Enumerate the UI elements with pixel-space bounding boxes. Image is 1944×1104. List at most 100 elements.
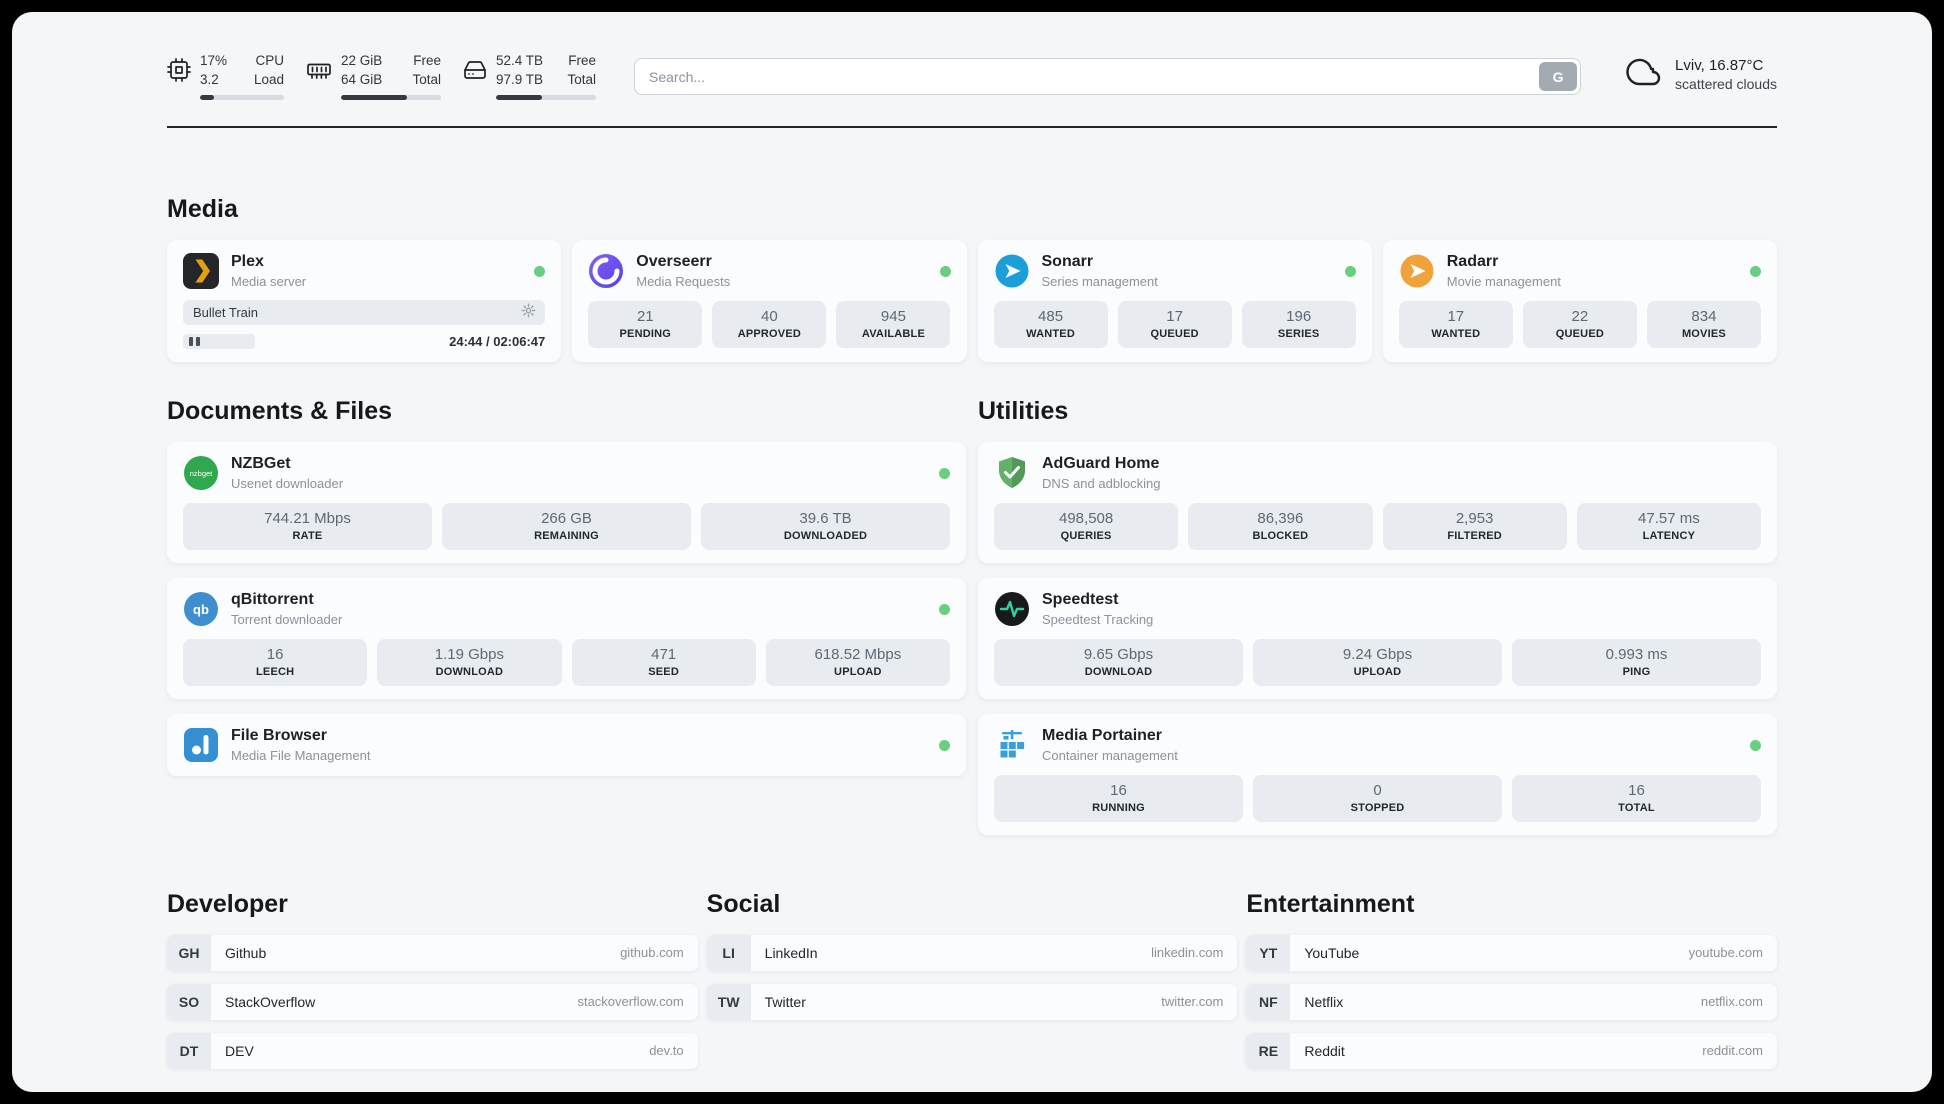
card-header: Sonarr Series management [994, 253, 1356, 289]
bookmark-name: Twitter [764, 993, 806, 1010]
cpu-load-value: 3.2 [200, 71, 219, 87]
radarr-icon [1399, 253, 1435, 289]
bookmark-linkedin[interactable]: LI LinkedIn linkedin.com [706, 934, 1238, 971]
bookmark-abbr: GH [167, 934, 211, 971]
bookmark-stackoverflow[interactable]: SO StackOverflow stackoverflow.com [167, 983, 698, 1020]
stat-box: 39.6 TB DOWNLOADED [701, 502, 950, 550]
cloud-icon [1623, 54, 1665, 95]
app-description: Container management [1042, 747, 1178, 763]
storage-metric: 52.4 TB Free 97.9 TB Total [463, 52, 596, 100]
app-description: Series management [1041, 273, 1158, 289]
app-name: qBittorrent [231, 590, 314, 608]
card-header: Radarr Movie management [1399, 253, 1761, 289]
cpu-metric: 17% CPU 3.2 Load [167, 52, 284, 100]
utilities-column: Utilities AdGuard Home DNS and adblockin… [978, 396, 1777, 835]
status-online-dot [939, 739, 950, 751]
storage-free-value: 52.4 TB [496, 53, 544, 68]
app-card-adguard[interactable]: AdGuard Home DNS and adblocking 498,508 Q… [978, 441, 1777, 563]
app-description: Media Requests [636, 273, 731, 289]
app-card-nzbget[interactable]: nzbget NZBGet Usenet downloader 744.21 M… [167, 441, 966, 563]
app-card-plex[interactable]: Plex Media server Bullet Train 24:44 / 0… [167, 239, 562, 362]
bookmark-twitter[interactable]: TW Twitter twitter.com [706, 983, 1238, 1020]
status-online-dot [534, 265, 546, 277]
weather-location-temp: Lviv, 16.87°C [1675, 57, 1764, 74]
bookmark-url: youtube.com [1688, 945, 1763, 961]
app-name: Radarr [1446, 252, 1499, 270]
adguard-icon [994, 455, 1030, 491]
now-playing-title: Bullet Train [193, 304, 259, 320]
stat-box: 16 TOTAL [1512, 774, 1761, 822]
playback-time: 24:44 / 02:06:47 [449, 333, 546, 349]
stats-row: 9.65 Gbps DOWNLOAD 9.24 Gbps UPLOAD 0.993 … [994, 638, 1761, 686]
status-online-dot [1344, 265, 1356, 277]
stat-box: 834 MOVIES [1646, 300, 1761, 348]
qbittorrent-icon: qb [183, 591, 219, 627]
stat-box: 618.52 Mbps UPLOAD [765, 638, 950, 686]
bookmarks-section: Developer GH Github github.com SO StackO… [167, 889, 1777, 1069]
bookmark-dev[interactable]: DT DEV dev.to [167, 1032, 698, 1069]
bookmark-netflix[interactable]: NF Netflix netflix.com [1246, 983, 1777, 1020]
app-description: Usenet downloader [231, 475, 344, 491]
app-name: Media Portainer [1042, 726, 1163, 744]
svg-text:qb: qb [193, 602, 209, 617]
app-description: Movie management [1446, 273, 1561, 289]
cpu-progress-track [200, 94, 284, 100]
stat-box: 86,396 BLOCKED [1188, 502, 1373, 550]
app-name: Speedtest [1042, 590, 1119, 608]
card-header: Speedtest Speedtest Tracking [994, 591, 1761, 627]
pause-bar-icon [189, 336, 193, 346]
section-title-developer: Developer [167, 889, 288, 918]
bookmark-abbr: DT [167, 1032, 211, 1069]
stat-box: 266 GB REMAINING [442, 502, 691, 550]
player-row: 24:44 / 02:06:47 [183, 333, 546, 349]
section-title-entertainment: Entertainment [1246, 889, 1415, 918]
bookmark-url: netflix.com [1700, 994, 1763, 1010]
status-online-dot [939, 603, 950, 615]
app-card-radarr[interactable]: Radarr Movie management 17 WANTED 22 QUEUE… [1382, 239, 1777, 362]
section-title-documents: Documents & Files [167, 396, 393, 425]
status-online-dot [1750, 739, 1761, 751]
app-card-portainer[interactable]: Media Portainer Container management 16 R… [978, 713, 1777, 835]
bookmark-url: linkedin.com [1151, 945, 1224, 961]
stat-box: 16 LEECH [183, 638, 368, 686]
stats-row: 485 WANTED 17 QUEUED 196 SERIES [993, 300, 1356, 348]
stat-box: 2,953 FILTERED [1382, 502, 1567, 550]
stat-box: 0 STOPPED [1253, 774, 1502, 822]
app-name: NZBGet [231, 454, 291, 472]
bookmark-abbr: NF [1246, 983, 1291, 1020]
speedtest-icon [994, 591, 1030, 627]
topbar: 17% CPU 3.2 Load 22 GiB Free 64 GiB Total [167, 52, 1777, 100]
storage-free-label: Free [568, 53, 596, 68]
pause-button[interactable] [183, 333, 255, 349]
status-online-dot [939, 265, 951, 277]
app-card-qbittorrent[interactable]: qb qBittorrent Torrent downloader 16 LEEC… [167, 577, 966, 699]
storage-progress-fill [496, 94, 542, 100]
search-input[interactable] [634, 58, 1582, 95]
memory-progress-track [341, 94, 441, 100]
cpu-chip-icon [167, 58, 191, 87]
app-name: Plex [231, 252, 264, 270]
cpu-progress-fill [200, 94, 215, 100]
app-card-sonarr[interactable]: Sonarr Series management 485 WANTED 17 QUE… [977, 239, 1372, 362]
bookmark-youtube[interactable]: YT YouTube youtube.com [1246, 934, 1777, 971]
card-header: Plex Media server [183, 252, 545, 289]
weather-condition: scattered clouds [1675, 76, 1777, 92]
nzbget-icon: nzbget [183, 455, 219, 491]
bookmark-reddit[interactable]: RE Reddit reddit.com [1246, 1032, 1777, 1069]
gear-icon[interactable] [521, 303, 536, 321]
search-provider-button[interactable]: G [1539, 62, 1578, 91]
app-name: Overseerr [636, 252, 712, 270]
stats-row: 744.21 Mbps RATE 266 GB REMAINING 39.6 TB D… [183, 502, 950, 550]
bookmark-github[interactable]: GH Github github.com [167, 934, 698, 971]
stats-row: 21 PENDING 40 APPROVED 945 AVAILABLE [588, 300, 951, 348]
cpu-usage-value: 17% [200, 53, 228, 68]
memory-free-value: 22 GiB [341, 53, 383, 68]
bookmark-group-entertainment: Entertainment YT YouTube youtube.com NF … [1246, 889, 1777, 1069]
stat-box: 9.65 Gbps DOWNLOAD [994, 638, 1243, 686]
app-card-overseerr[interactable]: Overseerr Media Requests 21 PENDING 40 APP… [572, 239, 967, 362]
hard-drive-icon [463, 58, 487, 87]
app-card-filebrowser[interactable]: File Browser Media File Management [167, 713, 966, 776]
stat-box: 0.993 ms PING [1512, 638, 1761, 686]
app-card-speedtest[interactable]: Speedtest Speedtest Tracking 9.65 Gbps DO… [978, 577, 1777, 699]
section-title-social: Social [706, 889, 781, 918]
